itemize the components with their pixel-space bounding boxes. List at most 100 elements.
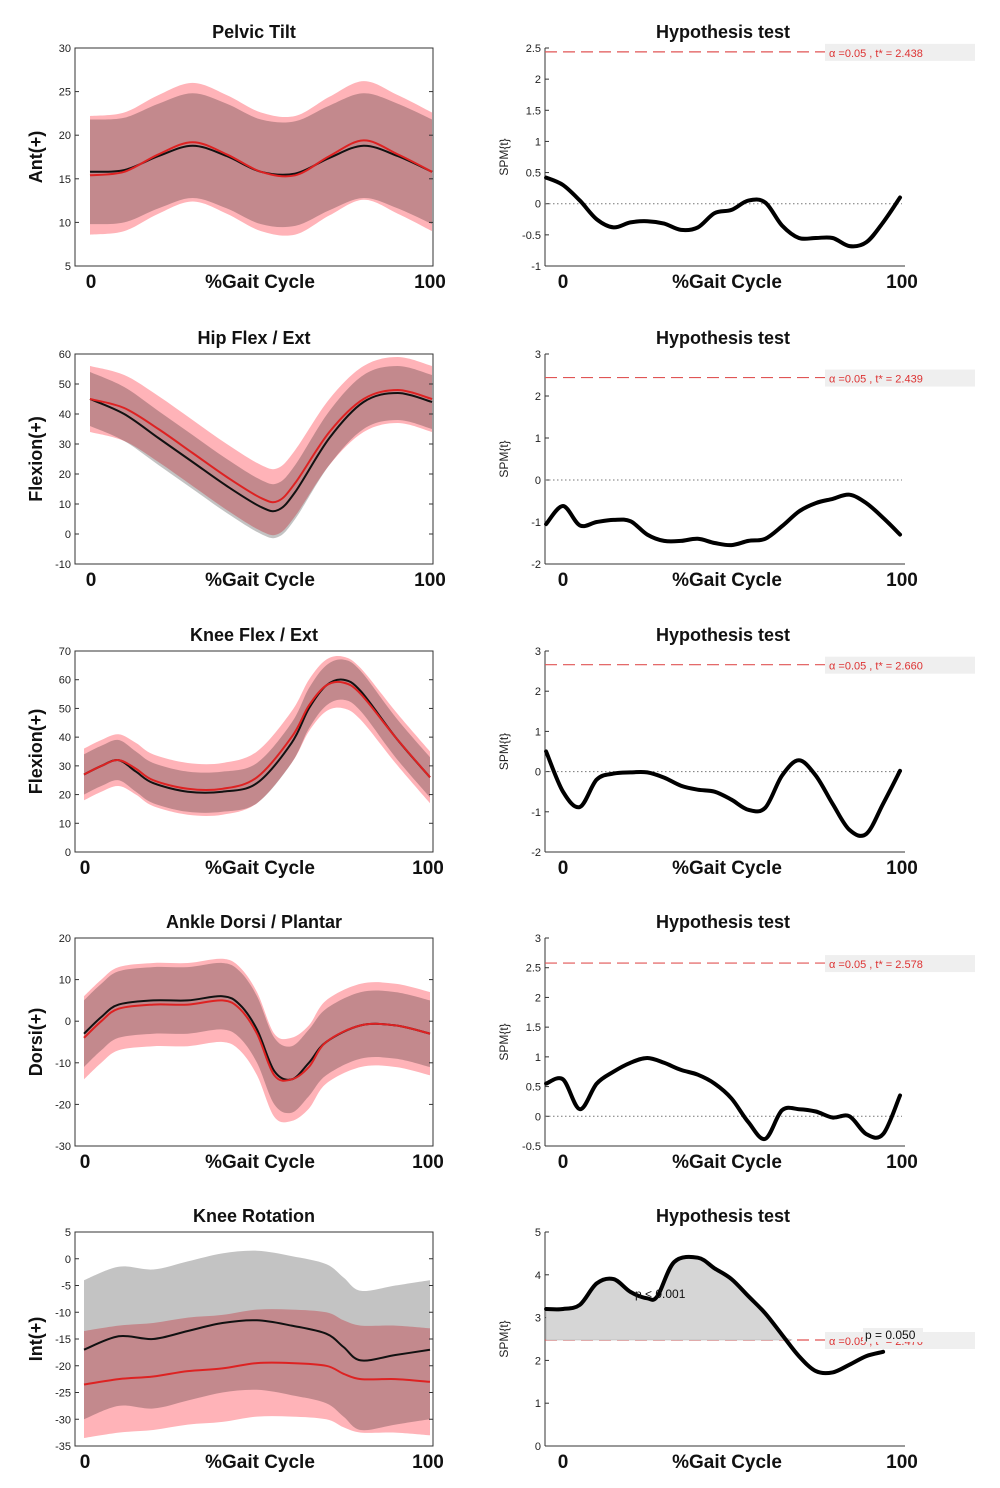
y-tick-label: 2 — [535, 1355, 541, 1367]
x-tick-label: 0 — [558, 858, 569, 879]
y-axis-label: Dorsi(+) — [26, 1008, 46, 1077]
y-tick-label: 40 — [59, 409, 71, 421]
chart-title: Pelvic Tilt — [212, 22, 296, 42]
y-tick-label: 5 — [535, 1227, 541, 1239]
threshold-label: α =0.05 , t* = 2.578 — [829, 959, 923, 971]
x-axis-label: %Gait Cycle — [672, 1152, 782, 1173]
chart-title: Knee Flex / Ext — [190, 625, 318, 645]
chart-title: Hypothesis test — [656, 625, 790, 645]
y-tick-label: 3 — [535, 1313, 541, 1325]
y-tick-label: 3 — [535, 646, 541, 658]
y-axis-label: Ant(+) — [26, 131, 46, 184]
threshold-label: α =0.05 , t* = 2.438 — [829, 48, 923, 60]
y-tick-label: 2.5 — [526, 43, 541, 55]
y-tick-label: -15 — [55, 1334, 71, 1346]
y-tick-label: 0 — [535, 767, 541, 779]
y-tick-label: 2 — [535, 391, 541, 403]
mean-line-group-b — [83, 680, 431, 792]
x-axis-label: %Gait Cycle — [205, 272, 315, 293]
y-tick-label: -1 — [531, 517, 541, 529]
x-tick-label: 0 — [558, 570, 569, 591]
threshold-label-bg — [825, 955, 975, 973]
cluster-p-value: p = 0.050 — [865, 1328, 916, 1342]
y-tick-label: 60 — [59, 349, 71, 361]
y-tick-label: -10 — [55, 1058, 71, 1070]
y-tick-label: 20 — [59, 933, 71, 945]
kinematics-panel-3: Knee Flex / Ext 0 10 20 30 40 50 60 70 Flexion(+)… — [26, 625, 444, 879]
spm-t-curve — [544, 492, 902, 548]
y-tick-label: 0 — [535, 1111, 541, 1123]
mean-line-group-b — [89, 388, 433, 504]
y-tick-label: 5 — [65, 261, 71, 273]
y-tick-label: 0 — [535, 199, 541, 211]
chart-title: Hip Flex / Ext — [197, 328, 310, 348]
plot-frame — [74, 937, 434, 1147]
x-tick-label: 0 — [86, 570, 97, 591]
y-tick-label: 2.5 — [526, 963, 541, 975]
y-tick-label: -20 — [55, 1361, 71, 1373]
plot-frame — [74, 47, 434, 267]
y-tick-label: 60 — [59, 675, 71, 687]
chart-title: Knee Rotation — [193, 1206, 315, 1226]
chart-title: Hypothesis test — [656, 22, 790, 42]
chart-title: Hypothesis test — [656, 1206, 790, 1226]
y-tick-label: 10 — [59, 818, 71, 830]
x-axis-label: %Gait Cycle — [205, 1452, 315, 1473]
y-tick-label: 1 — [535, 1052, 541, 1064]
y-tick-label: 50 — [59, 379, 71, 391]
y-tick-label: 70 — [59, 646, 71, 658]
y-tick-label: 4 — [535, 1270, 541, 1282]
x-axis-label: %Gait Cycle — [205, 1152, 315, 1173]
y-axis-label: Flexion(+) — [26, 709, 46, 795]
hypothesis-test-panel-1: Hypothesis test -1 -0.5 0 0.5 1 1.5 2 2.5 α =0.05… — [497, 22, 975, 293]
kinematics-panel-2: Hip Flex / Ext -10 0 10 20 30 40 50 60 Flexion(+)… — [26, 328, 446, 591]
y-tick-label: -20 — [55, 1099, 71, 1111]
mean-line-group-b — [83, 1361, 431, 1386]
sd-band-group-a — [84, 1250, 430, 1431]
x-tick-label: 100 — [886, 272, 918, 293]
y-tick-label: 0 — [65, 847, 71, 859]
x-tick-label: 100 — [886, 570, 918, 591]
x-tick-label: 100 — [414, 570, 446, 591]
x-tick-label: 100 — [886, 1152, 918, 1173]
spm-t-curve — [544, 1254, 886, 1376]
y-tick-label: 30 — [59, 761, 71, 773]
y-tick-label: -10 — [55, 1307, 71, 1319]
sd-band-group-a — [84, 659, 430, 813]
hypothesis-test-panel-2: Hypothesis test -2 -1 0 1 2 3 α =0.05 , t* = 2.… — [497, 328, 975, 591]
cluster-p-value: p < 0.001 — [635, 1287, 686, 1301]
y-axis-label: Int(+) — [26, 1317, 46, 1362]
y-tick-label: 2 — [535, 74, 541, 86]
x-tick-label: 0 — [80, 1452, 91, 1473]
y-tick-label: 0.5 — [526, 1082, 541, 1094]
y-tick-label: -30 — [55, 1414, 71, 1426]
plot-frame — [74, 353, 434, 565]
threshold-label-bg — [825, 369, 975, 387]
y-axis-label: SPM{t} — [497, 1320, 511, 1357]
y-tick-label: -1 — [531, 261, 541, 273]
threshold-label-bg — [825, 43, 975, 61]
threshold-label: α =0.05 , t* = 2.660 — [829, 661, 923, 673]
y-tick-label: 1.5 — [526, 1022, 541, 1034]
y-tick-label: 0.5 — [526, 168, 541, 180]
x-tick-label: 0 — [86, 272, 97, 293]
y-tick-label: 10 — [59, 975, 71, 987]
x-tick-label: 0 — [80, 1152, 91, 1173]
y-tick-label: -30 — [55, 1141, 71, 1153]
x-axis-label: %Gait Cycle — [672, 272, 782, 293]
p-label-bg — [863, 1328, 923, 1343]
x-axis-label: %Gait Cycle — [672, 570, 782, 591]
mean-line-group-a — [89, 391, 433, 513]
y-tick-label: 10 — [59, 499, 71, 511]
y-tick-label: 2 — [535, 992, 541, 1004]
x-tick-label: 0 — [558, 272, 569, 293]
y-tick-label: 15 — [59, 174, 71, 186]
y-tick-label: -25 — [55, 1388, 71, 1400]
plot-frame — [74, 650, 434, 853]
mean-line-group-b — [83, 999, 431, 1082]
y-tick-label: 1.5 — [526, 105, 541, 117]
y-tick-label: 0 — [535, 475, 541, 487]
y-tick-label: 20 — [59, 469, 71, 481]
y-tick-label: -1 — [531, 807, 541, 819]
